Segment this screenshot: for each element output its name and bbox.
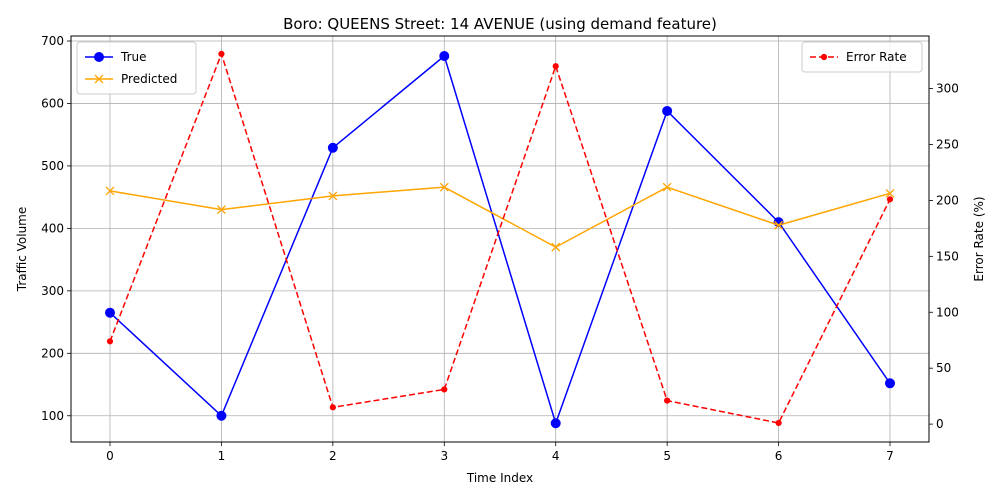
data-point-error-rate: [552, 63, 559, 70]
data-point-predicted: [216, 205, 226, 215]
legend-label-predicted: Predicted: [121, 72, 177, 86]
series-true: [105, 50, 895, 429]
legend-marker-true: [94, 52, 104, 62]
data-point-predicted: [439, 182, 449, 192]
data-point-predicted: [774, 220, 784, 230]
data-point-predicted: [328, 191, 338, 201]
y-right-tick-label: 150: [936, 249, 959, 263]
plot-frame: [70, 35, 930, 443]
data-point-true: [216, 410, 227, 421]
y-tick-label: 400: [41, 221, 64, 235]
x-axis-label: Time Index: [466, 471, 533, 485]
series-layer: [105, 50, 895, 429]
data-point-true: [662, 105, 673, 116]
axes: 0 1 2 3 4 5 6 7 100 200 300 400 500 600 700 0 50 100 150 20…: [41, 34, 959, 463]
data-point-true: [327, 142, 338, 153]
legend-label-true: True: [120, 50, 147, 64]
data-point-predicted: [551, 242, 561, 252]
legend-label-error-rate: Error Rate: [846, 50, 907, 64]
y-right-tick-label: 100: [936, 305, 959, 319]
y-right-tick-label: 250: [936, 137, 959, 151]
data-point-predicted: [885, 188, 895, 198]
data-point-error-rate: [886, 196, 894, 203]
data-point-error-rate: [664, 397, 671, 404]
y-right-tick-label: 50: [936, 361, 951, 375]
y-tick-label: 600: [41, 96, 64, 110]
data-point-error-rate: [441, 386, 448, 393]
y-tick-label: 100: [41, 409, 64, 423]
y-tick-label: 700: [41, 34, 64, 48]
data-point-error-rate: [775, 419, 782, 427]
data-point-error-rate: [329, 404, 336, 411]
legend-left: True Predicted: [76, 41, 197, 95]
x-tick-label: 4: [552, 449, 560, 463]
x-tick-label: 1: [218, 449, 226, 463]
legend-box: [76, 41, 197, 95]
data-point-true: [105, 307, 115, 318]
chart-title: Boro: QUEENS Street: 14 AVENUE (using de…: [283, 15, 717, 33]
x-tick-label: 0: [106, 449, 114, 463]
legend-marker-error-rate: [820, 53, 828, 61]
y-tick-label: 300: [41, 284, 64, 298]
x-tick-label: 5: [663, 449, 671, 463]
data-point-true: [550, 418, 561, 429]
y-right-tick-label: 200: [936, 193, 959, 207]
data-point-predicted: [105, 186, 115, 196]
data-point-error-rate: [106, 338, 114, 345]
data-point-true: [439, 50, 450, 61]
y-axis-label-right: Error Rate (%): [972, 196, 986, 281]
grid: [71, 36, 929, 442]
y-right-tick-label: 300: [936, 82, 959, 96]
data-point-true: [885, 378, 895, 389]
series-predicted: [105, 182, 895, 252]
y-axis-label: Traffic Volume: [15, 207, 29, 293]
data-point-error-rate: [218, 50, 225, 57]
series-line-error-rate: [109, 53, 891, 424]
y-tick-label: 500: [41, 159, 64, 173]
data-point-predicted: [662, 182, 672, 192]
series-line-predicted: [109, 186, 891, 248]
x-tick-label: 6: [775, 449, 783, 463]
series-line-true: [109, 55, 891, 425]
legend-right: Error Rate: [801, 41, 923, 73]
legend-box: [801, 41, 923, 73]
x-tick-label: 7: [886, 449, 894, 463]
series-error-rate: [106, 50, 894, 427]
y-right-tick-label: 0: [936, 417, 944, 431]
x-tick-label: 2: [329, 449, 337, 463]
y-tick-label: 200: [41, 346, 64, 360]
legend-marker-predicted: [94, 74, 104, 84]
x-tick-label: 3: [440, 449, 448, 463]
